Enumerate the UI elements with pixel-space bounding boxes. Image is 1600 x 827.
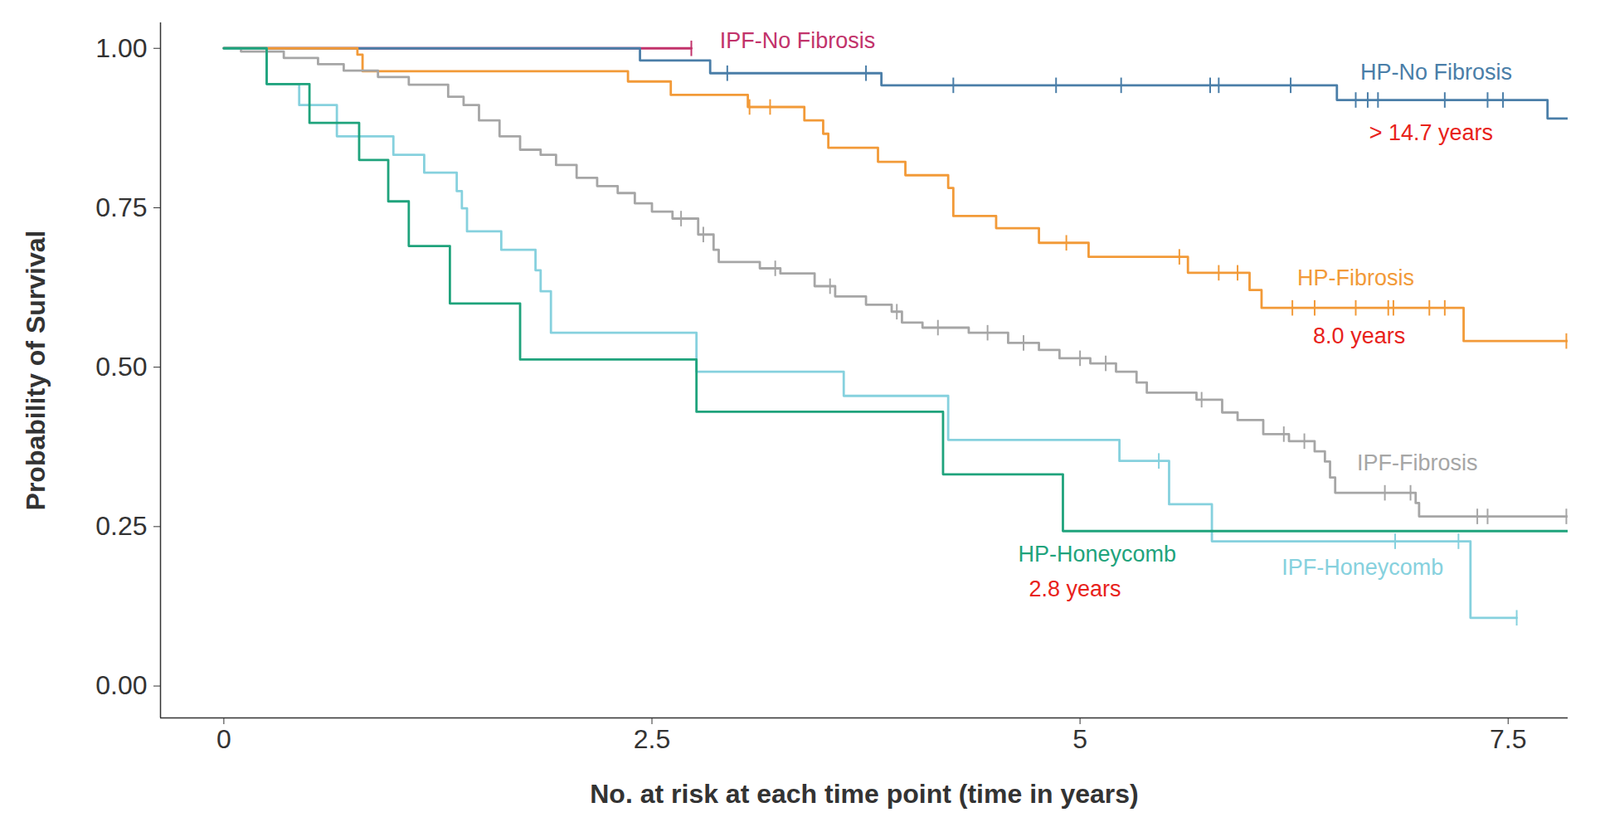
svg-text:2.8 years: 2.8 years <box>1028 576 1121 602</box>
svg-text:0.75: 0.75 <box>95 192 147 223</box>
svg-text:> 14.7 years: > 14.7 years <box>1369 120 1494 146</box>
svg-text:No. at risk at each time point: No. at risk at each time point (time in … <box>589 778 1139 809</box>
svg-text:Probability of Survival: Probability of Survival <box>20 230 51 511</box>
svg-text:5: 5 <box>1072 724 1088 754</box>
svg-text:HP-No Fibrosis: HP-No Fibrosis <box>1360 59 1513 85</box>
svg-text:IPF-No Fibrosis: IPF-No Fibrosis <box>719 28 876 54</box>
svg-text:7.5: 7.5 <box>1489 724 1527 754</box>
svg-text:HP-Fibrosis: HP-Fibrosis <box>1297 265 1415 291</box>
svg-text:1.00: 1.00 <box>95 32 147 63</box>
svg-text:IPF-Honeycomb: IPF-Honeycomb <box>1281 554 1444 580</box>
svg-text:IPF-Fibrosis: IPF-Fibrosis <box>1356 450 1479 476</box>
svg-text:0: 0 <box>216 724 232 754</box>
svg-text:0.00: 0.00 <box>95 670 147 701</box>
svg-text:8.0 years: 8.0 years <box>1313 323 1406 349</box>
svg-text:0.25: 0.25 <box>95 510 147 541</box>
svg-text:2.5: 2.5 <box>633 724 671 754</box>
svg-text:HP-Honeycomb: HP-Honeycomb <box>1017 541 1177 567</box>
svg-text:0.50: 0.50 <box>95 351 147 382</box>
